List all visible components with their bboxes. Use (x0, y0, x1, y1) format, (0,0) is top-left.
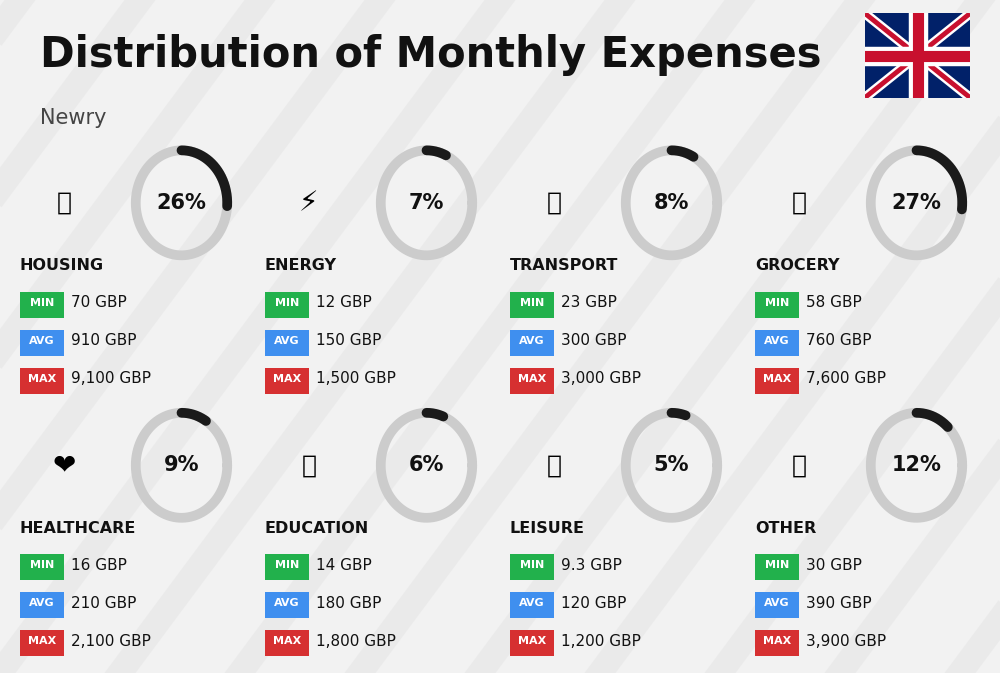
Text: MIN: MIN (30, 297, 54, 308)
Text: 6%: 6% (409, 456, 444, 475)
Text: AVG: AVG (274, 598, 300, 608)
FancyBboxPatch shape (20, 592, 64, 618)
Text: AVG: AVG (764, 336, 790, 346)
Text: MIN: MIN (275, 560, 299, 570)
Text: MIN: MIN (520, 560, 544, 570)
Text: 390 GBP: 390 GBP (806, 596, 872, 610)
FancyBboxPatch shape (20, 630, 64, 656)
Text: 🛍: 🛍 (546, 454, 561, 477)
Text: MAX: MAX (763, 636, 791, 646)
Text: 12%: 12% (892, 456, 941, 475)
Text: AVG: AVG (29, 598, 55, 608)
Text: MIN: MIN (765, 560, 789, 570)
Text: ❤: ❤ (52, 452, 76, 479)
Text: 910 GBP: 910 GBP (71, 333, 137, 348)
Text: 70 GBP: 70 GBP (71, 295, 127, 310)
FancyBboxPatch shape (20, 291, 64, 318)
Text: MAX: MAX (518, 374, 546, 384)
FancyBboxPatch shape (20, 330, 64, 356)
Text: 🛒: 🛒 (791, 191, 806, 215)
Text: MAX: MAX (273, 374, 301, 384)
FancyBboxPatch shape (265, 630, 309, 656)
Text: 9.3 GBP: 9.3 GBP (561, 557, 622, 573)
Text: AVG: AVG (519, 598, 545, 608)
Text: OTHER: OTHER (755, 521, 816, 536)
Text: HEALTHCARE: HEALTHCARE (20, 521, 136, 536)
FancyBboxPatch shape (755, 291, 799, 318)
Text: GROCERY: GROCERY (755, 258, 839, 273)
Text: 180 GBP: 180 GBP (316, 596, 382, 610)
Text: MIN: MIN (520, 297, 544, 308)
Text: 9%: 9% (164, 456, 199, 475)
Text: AVG: AVG (519, 336, 545, 346)
Text: 3,000 GBP: 3,000 GBP (561, 371, 641, 386)
Text: AVG: AVG (29, 336, 55, 346)
Text: HOUSING: HOUSING (20, 258, 104, 273)
FancyBboxPatch shape (20, 367, 64, 394)
Text: 58 GBP: 58 GBP (806, 295, 862, 310)
FancyBboxPatch shape (510, 554, 554, 580)
Text: 150 GBP: 150 GBP (316, 333, 382, 348)
Text: EDUCATION: EDUCATION (265, 521, 369, 536)
Text: TRANSPORT: TRANSPORT (510, 258, 618, 273)
FancyBboxPatch shape (20, 554, 64, 580)
Text: MAX: MAX (763, 374, 791, 384)
Text: 🎓: 🎓 (301, 454, 316, 477)
FancyBboxPatch shape (265, 367, 309, 394)
FancyBboxPatch shape (755, 367, 799, 394)
Text: 🏢: 🏢 (56, 191, 71, 215)
Text: 💰: 💰 (791, 454, 806, 477)
FancyBboxPatch shape (510, 291, 554, 318)
FancyBboxPatch shape (265, 330, 309, 356)
FancyBboxPatch shape (755, 630, 799, 656)
Text: AVG: AVG (274, 336, 300, 346)
Text: 🚌: 🚌 (546, 191, 561, 215)
Text: 7%: 7% (409, 193, 444, 213)
Text: 12 GBP: 12 GBP (316, 295, 372, 310)
Text: MAX: MAX (273, 636, 301, 646)
Text: 760 GBP: 760 GBP (806, 333, 872, 348)
Text: MIN: MIN (275, 297, 299, 308)
FancyBboxPatch shape (265, 291, 309, 318)
Text: 1,500 GBP: 1,500 GBP (316, 371, 396, 386)
Text: 7,600 GBP: 7,600 GBP (806, 371, 886, 386)
Text: 2,100 GBP: 2,100 GBP (71, 634, 151, 649)
Text: 27%: 27% (892, 193, 941, 213)
FancyBboxPatch shape (510, 592, 554, 618)
Text: 3,900 GBP: 3,900 GBP (806, 634, 886, 649)
Text: MAX: MAX (28, 636, 56, 646)
Text: ENERGY: ENERGY (265, 258, 337, 273)
FancyBboxPatch shape (510, 367, 554, 394)
Text: AVG: AVG (764, 598, 790, 608)
Text: 1,200 GBP: 1,200 GBP (561, 634, 641, 649)
Text: 300 GBP: 300 GBP (561, 333, 627, 348)
FancyBboxPatch shape (755, 554, 799, 580)
Text: MAX: MAX (28, 374, 56, 384)
Text: 14 GBP: 14 GBP (316, 557, 372, 573)
Text: 120 GBP: 120 GBP (561, 596, 627, 610)
FancyBboxPatch shape (755, 330, 799, 356)
Text: MIN: MIN (30, 560, 54, 570)
Text: LEISURE: LEISURE (510, 521, 585, 536)
Text: 30 GBP: 30 GBP (806, 557, 862, 573)
Text: MAX: MAX (518, 636, 546, 646)
Text: 23 GBP: 23 GBP (561, 295, 617, 310)
FancyBboxPatch shape (755, 592, 799, 618)
Text: 1,800 GBP: 1,800 GBP (316, 634, 396, 649)
Text: ⚡: ⚡ (299, 189, 319, 217)
Text: 8%: 8% (654, 193, 689, 213)
Text: Distribution of Monthly Expenses: Distribution of Monthly Expenses (40, 34, 822, 75)
Text: 5%: 5% (654, 456, 689, 475)
Text: 9,100 GBP: 9,100 GBP (71, 371, 151, 386)
FancyBboxPatch shape (510, 630, 554, 656)
Text: 16 GBP: 16 GBP (71, 557, 127, 573)
Text: 210 GBP: 210 GBP (71, 596, 137, 610)
Text: MIN: MIN (765, 297, 789, 308)
Text: 26%: 26% (157, 193, 206, 213)
FancyBboxPatch shape (510, 330, 554, 356)
Text: Newry: Newry (40, 108, 106, 128)
FancyBboxPatch shape (265, 592, 309, 618)
FancyBboxPatch shape (265, 554, 309, 580)
